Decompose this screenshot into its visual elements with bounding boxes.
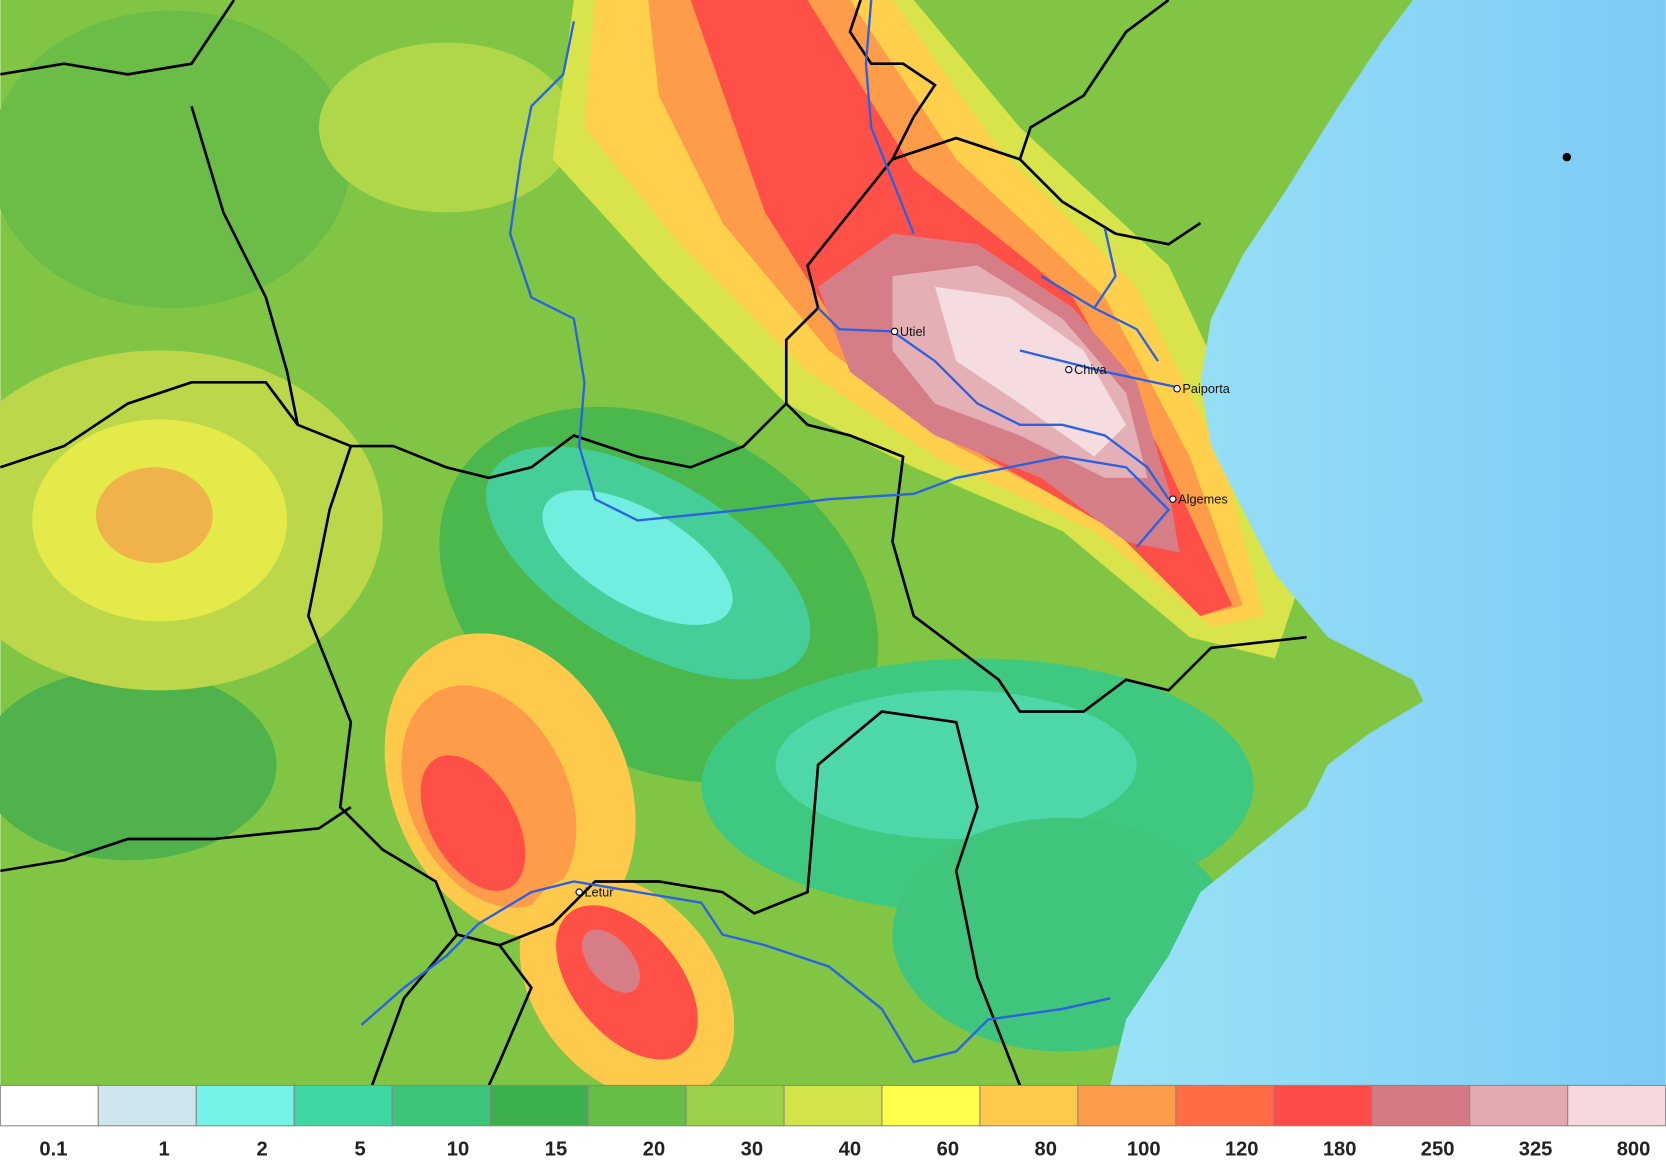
place-label: Letur: [584, 885, 614, 900]
legend-label: 0.1: [39, 1139, 67, 1161]
legend-swatch: [391, 1084, 491, 1127]
legend-label: 180: [1323, 1139, 1357, 1161]
legend-label: 15: [545, 1139, 567, 1161]
legend-swatch: [1371, 1084, 1471, 1127]
place-dot: [1169, 495, 1177, 503]
legend-swatch: [1567, 1084, 1666, 1127]
legend-label: 5: [354, 1139, 365, 1161]
legend-swatch: [293, 1084, 393, 1127]
place-label: Utiel: [900, 324, 925, 339]
place-dot: [890, 327, 899, 336]
legend-label: 1: [159, 1139, 170, 1161]
legend-swatch: [1469, 1084, 1569, 1127]
legend-swatch: [1175, 1084, 1275, 1127]
legend-label: 40: [839, 1139, 861, 1161]
place-label: Paiporta: [1182, 381, 1230, 396]
legend-swatch: [489, 1084, 589, 1127]
legend-label: 80: [1035, 1139, 1057, 1161]
legend-label: 800: [1617, 1139, 1651, 1161]
legend-swatch: [1273, 1084, 1373, 1127]
place-label: Algemes: [1178, 492, 1228, 507]
legend-swatch: [1077, 1084, 1177, 1127]
legend-swatch: [783, 1084, 883, 1127]
legend-swatch: [685, 1084, 785, 1127]
legend-label: 60: [937, 1139, 959, 1161]
place-dot: [1173, 384, 1181, 393]
legend-label: 250: [1421, 1139, 1455, 1161]
legend-label: 20: [643, 1139, 665, 1161]
legend-label: 30: [741, 1139, 763, 1161]
legend-label: 2: [257, 1139, 268, 1161]
legend: 0.1 1 2 5 10 15 20 30 40 60 80 100 120 180 250 325 800: [0, 1084, 1666, 1164]
legend-swatch: [0, 1084, 99, 1127]
legend-swatch: [587, 1084, 687, 1127]
place-dot: [575, 888, 583, 896]
legend-swatch: [97, 1084, 197, 1127]
legend-label: 10: [447, 1139, 469, 1161]
legend-swatch: [979, 1084, 1079, 1127]
legend-label: 325: [1519, 1139, 1553, 1161]
place-dot: [1065, 365, 1073, 374]
places: Utiel Chiva Paiporta Algemes Letur: [575, 324, 1231, 900]
rivers: [360, 0, 1180, 1064]
legend-label: 100: [1127, 1139, 1161, 1161]
legend-label: 120: [1225, 1139, 1259, 1161]
legend-swatch: [881, 1084, 981, 1127]
borders: [0, 0, 1307, 1086]
legend-swatch: [195, 1084, 295, 1127]
place-label: Chiva: [1074, 362, 1107, 377]
